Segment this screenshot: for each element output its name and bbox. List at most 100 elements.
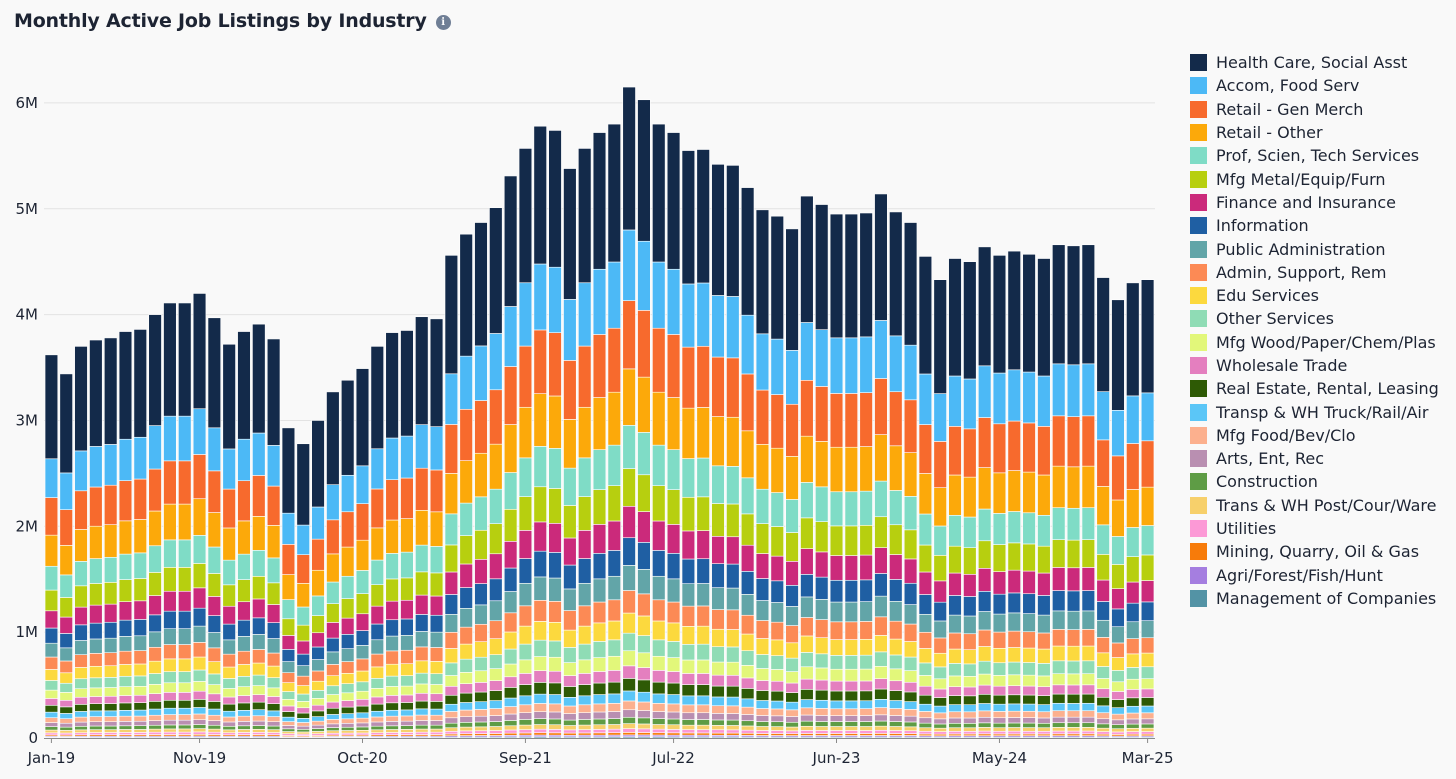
bar-segment (44, 717, 59, 723)
bar-segment (785, 499, 799, 533)
legend-item[interactable]: Other Services (1190, 307, 1439, 330)
bar-segment (1081, 684, 1096, 695)
bar-segment (385, 729, 399, 733)
legend-item[interactable]: Trans & WH Post/Cour/Ware (1190, 494, 1439, 517)
bar-segment (918, 730, 933, 735)
bar-segment (755, 726, 770, 731)
legend-item[interactable]: Wholesale Trade (1190, 354, 1439, 377)
bar-segment (1022, 694, 1036, 705)
legend-item[interactable]: Admin, Support, Rem (1190, 261, 1439, 284)
info-icon[interactable]: i (435, 14, 451, 30)
bar-segment (755, 578, 770, 601)
bar-segment (400, 702, 414, 711)
bar-segment (889, 680, 903, 691)
bar-segment (503, 366, 518, 425)
bar-segment (711, 661, 725, 676)
bar-segment (622, 612, 636, 634)
legend-item[interactable]: Information (1190, 214, 1439, 237)
bar-segment (548, 703, 562, 713)
bar-segment (711, 685, 725, 698)
bar-segment (755, 654, 770, 669)
bar-segment (474, 656, 488, 672)
bar-segment (163, 539, 177, 568)
bar-segment (518, 406, 533, 459)
bar-segment (163, 460, 177, 505)
legend-label: Accom, Food Serv (1216, 76, 1360, 96)
bar-segment (266, 604, 281, 623)
bar-segment (59, 597, 73, 618)
bar-segment (844, 525, 859, 556)
bar-segment (711, 725, 725, 731)
bar-segment (637, 667, 651, 681)
bar-segment (281, 725, 296, 730)
bar-segment (889, 554, 903, 580)
legend-item[interactable]: Transp & WH Truck/Rail/Air (1190, 400, 1439, 423)
legend-item[interactable]: Accom, Food Serv (1190, 74, 1439, 97)
bar-segment (459, 722, 473, 728)
bar-segment (1140, 727, 1155, 732)
bar-segment (918, 722, 933, 729)
bar-segment (311, 680, 325, 691)
bar-segment (666, 449, 681, 490)
bar-segment (103, 337, 118, 445)
legend-label: Agri/Forest/Fish/Hunt (1216, 565, 1383, 585)
bar-segment (903, 623, 918, 642)
legend-item[interactable]: Mfg Metal/Equip/Furn (1190, 167, 1439, 190)
legend-item[interactable]: Mfg Wood/Paper/Chem/Plas (1190, 331, 1439, 354)
bar-segment (785, 709, 799, 717)
legend-item[interactable]: Arts, Ent, Rec (1190, 447, 1439, 470)
legend-item[interactable]: Health Care, Social Asst (1190, 51, 1439, 74)
legend-item[interactable]: Edu Services (1190, 284, 1439, 307)
bar-segment (740, 688, 755, 700)
bar-segment (666, 601, 681, 624)
bar-segment (548, 266, 562, 333)
bar-segment (163, 658, 177, 672)
legend-item[interactable]: Prof, Scien, Tech Services (1190, 144, 1439, 167)
legend-item[interactable]: Retail - Gen Merch (1190, 98, 1439, 121)
bar-segment (474, 345, 488, 401)
bar-segment (829, 668, 844, 682)
bar-segment (859, 336, 873, 393)
bar-segment (592, 578, 607, 603)
bar-segment (44, 680, 59, 691)
legend-item[interactable]: Retail - Other (1190, 121, 1439, 144)
legend-item[interactable]: Utilities (1190, 517, 1439, 540)
bar-segment (533, 724, 547, 730)
bar-segment (340, 706, 355, 714)
bar-segment (1066, 416, 1081, 468)
legend-item[interactable]: Mfg Food/Bev/Clo (1190, 424, 1439, 447)
bar-segment (385, 650, 399, 665)
legend-item[interactable]: Mining, Quarry, Oil & Gas (1190, 540, 1439, 563)
bar-segment (948, 675, 962, 687)
bar-segment (1126, 527, 1140, 557)
bar-segment (503, 541, 518, 569)
bar-segment (889, 620, 903, 640)
bar-segment (340, 617, 355, 635)
legend-item[interactable]: Public Administration (1190, 237, 1439, 260)
legend-item[interactable]: Management of Companies (1190, 587, 1439, 610)
bar-segment (74, 585, 88, 608)
bar-segment (666, 524, 681, 554)
bar-segment (385, 663, 399, 677)
bar-segment (563, 419, 577, 469)
legend-item[interactable]: Construction (1190, 470, 1439, 493)
bar-segment (726, 696, 740, 707)
bar-segment (1140, 486, 1155, 526)
bar-segment (222, 710, 236, 718)
bar-segment (1037, 572, 1051, 596)
legend-item[interactable]: Agri/Forest/Fish/Hunt (1190, 564, 1439, 587)
legend-item[interactable]: Real Estate, Rental, Leasing (1190, 377, 1439, 400)
bar-segment (281, 649, 296, 662)
bar-segment (1140, 601, 1155, 621)
bar-segment (607, 639, 621, 657)
bar-segment (1007, 647, 1021, 663)
bar-segment (637, 310, 651, 378)
bar-segment (503, 720, 518, 727)
bar-segment (118, 601, 133, 621)
bar-segment (533, 576, 547, 601)
legend-item[interactable]: Finance and Insurance (1190, 191, 1439, 214)
legend-swatch (1190, 77, 1207, 95)
bar-segment (874, 688, 888, 700)
bar-segment (815, 521, 829, 553)
bar-segment (770, 726, 784, 731)
